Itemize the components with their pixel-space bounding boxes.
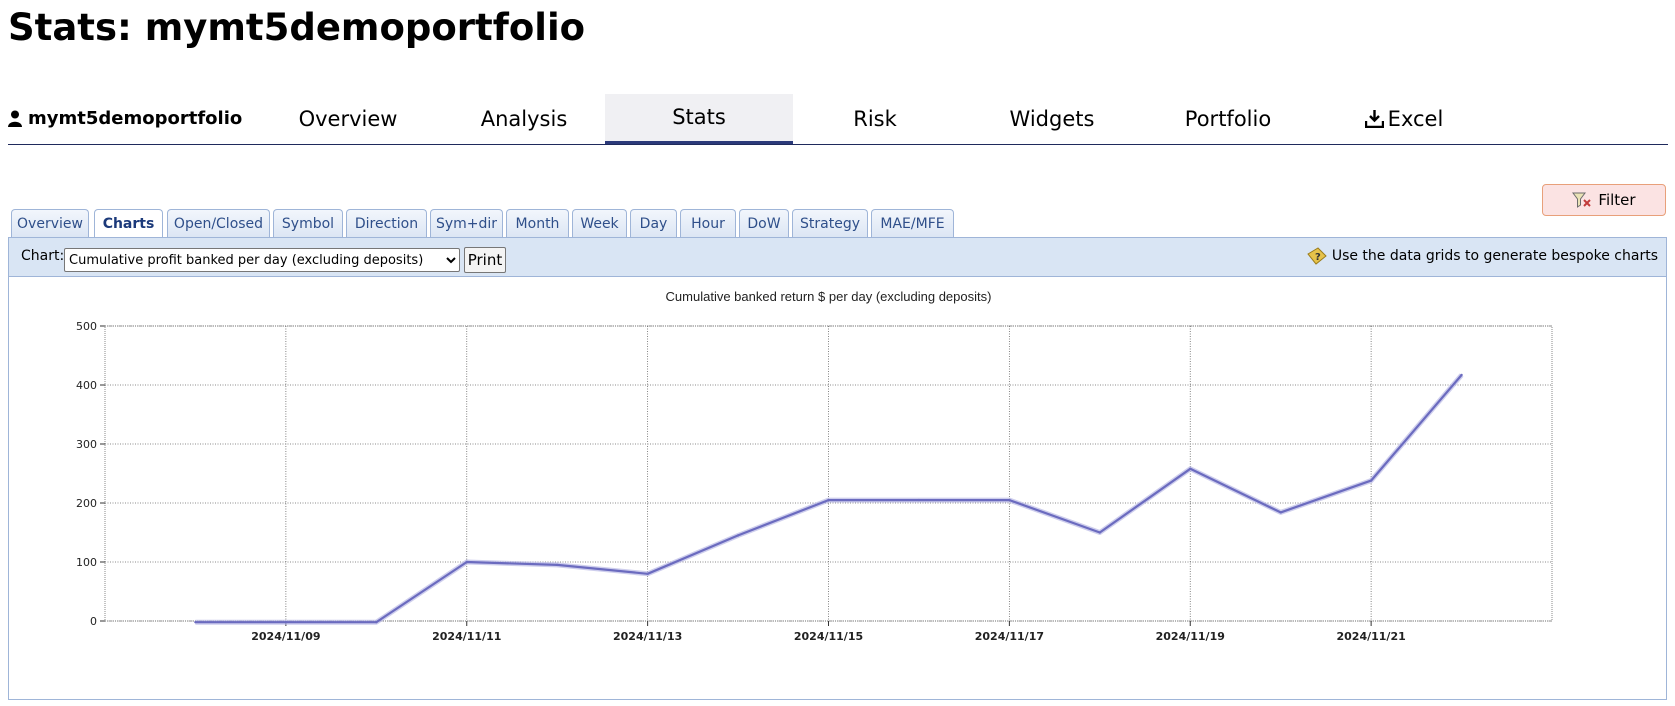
bespoke-charts-hint: ? Use the data grids to generate bespoke… — [1306, 246, 1658, 266]
subtab-dow[interactable]: DoW — [739, 209, 789, 237]
data-point — [1369, 479, 1373, 482]
subtab-hour[interactable]: Hour — [680, 209, 736, 237]
y-tick-label: 0 — [90, 615, 97, 628]
download-icon — [1364, 110, 1384, 129]
data-point — [1098, 531, 1102, 534]
user-icon — [8, 110, 22, 127]
data-point — [917, 498, 921, 502]
data-point — [1008, 498, 1011, 502]
chart-panel: Chart: Cumulative profit banked per day … — [8, 237, 1667, 700]
data-point — [646, 572, 649, 575]
plot-frame — [104, 325, 1553, 622]
chart-select[interactable]: Cumulative profit banked per day (exclud… — [64, 248, 460, 272]
top-navigation: mymt5demoportfolio Overview Analysis Sta… — [8, 94, 1668, 145]
data-point — [1189, 467, 1192, 470]
help-icon: ? — [1307, 247, 1327, 265]
y-tick-label: 100 — [76, 556, 97, 569]
svg-text:?: ? — [1315, 252, 1321, 263]
subtab-day[interactable]: Day — [630, 209, 677, 237]
y-tick-label: 300 — [76, 438, 97, 451]
subtab-overview[interactable]: Overview — [11, 209, 89, 237]
page-title: Stats: mymt5demoportfolio — [8, 6, 586, 49]
nav-excel[interactable]: Excel — [1310, 94, 1498, 144]
subtab-week[interactable]: Week — [572, 209, 627, 237]
chart-title: Cumulative banked return $ per day (excl… — [666, 289, 992, 304]
nav-portfolio[interactable]: Portfolio — [1184, 107, 1272, 131]
subtab-direction[interactable]: Direction — [346, 209, 427, 237]
data-point — [555, 563, 559, 567]
data-point — [1460, 373, 1463, 377]
subtab-sym-dir[interactable]: Sym+dir — [430, 209, 503, 237]
subtab-charts[interactable]: Charts — [94, 209, 163, 239]
filter-icon — [1572, 192, 1592, 208]
x-tick-label: 2024/11/17 — [975, 630, 1044, 643]
x-tick-label: 2024/11/13 — [613, 630, 682, 643]
chart-toolbar: Chart: Cumulative profit banked per day … — [9, 238, 1666, 277]
data-point — [1279, 511, 1282, 514]
subtab-symbol[interactable]: Symbol — [273, 209, 343, 237]
nav-overview[interactable]: Overview — [298, 107, 398, 131]
nav-analysis[interactable]: Analysis — [480, 107, 568, 131]
subtab-open-closed[interactable]: Open/Closed — [167, 209, 270, 237]
data-point — [827, 498, 830, 502]
nav-stats[interactable]: Stats — [605, 94, 793, 144]
y-tick-label: 200 — [76, 497, 97, 510]
data-point — [194, 620, 197, 624]
subtab-strategy[interactable]: Strategy — [792, 209, 868, 237]
subtab-month[interactable]: Month — [506, 209, 569, 237]
nav-risk[interactable]: Risk — [853, 107, 897, 131]
series-line-shadow — [195, 373, 1464, 625]
filter-button[interactable]: Filter — [1542, 184, 1666, 216]
print-button[interactable]: Print — [464, 247, 506, 273]
nav-widgets[interactable]: Widgets — [1009, 107, 1095, 131]
chart-select-label: Chart: — [21, 248, 65, 264]
data-point — [736, 534, 740, 537]
x-tick-label: 2024/11/21 — [1336, 630, 1405, 643]
x-tick-label: 2024/11/19 — [1156, 630, 1225, 643]
y-tick-label: 500 — [76, 320, 97, 333]
subtab-mae-mfe[interactable]: MAE/MFE — [871, 209, 954, 237]
x-tick-label: 2024/11/15 — [794, 630, 863, 643]
data-point — [375, 620, 378, 624]
user-label[interactable]: mymt5demoportfolio — [8, 108, 242, 129]
y-tick-label: 400 — [76, 379, 97, 392]
x-tick-label: 2024/11/11 — [432, 630, 501, 643]
user-name: mymt5demoportfolio — [28, 108, 243, 129]
data-point — [284, 620, 288, 624]
cumulative-return-chart: Cumulative banked return $ per day (excl… — [76, 289, 1553, 643]
data-point — [465, 560, 468, 564]
x-tick-label: 2024/11/09 — [251, 630, 320, 643]
